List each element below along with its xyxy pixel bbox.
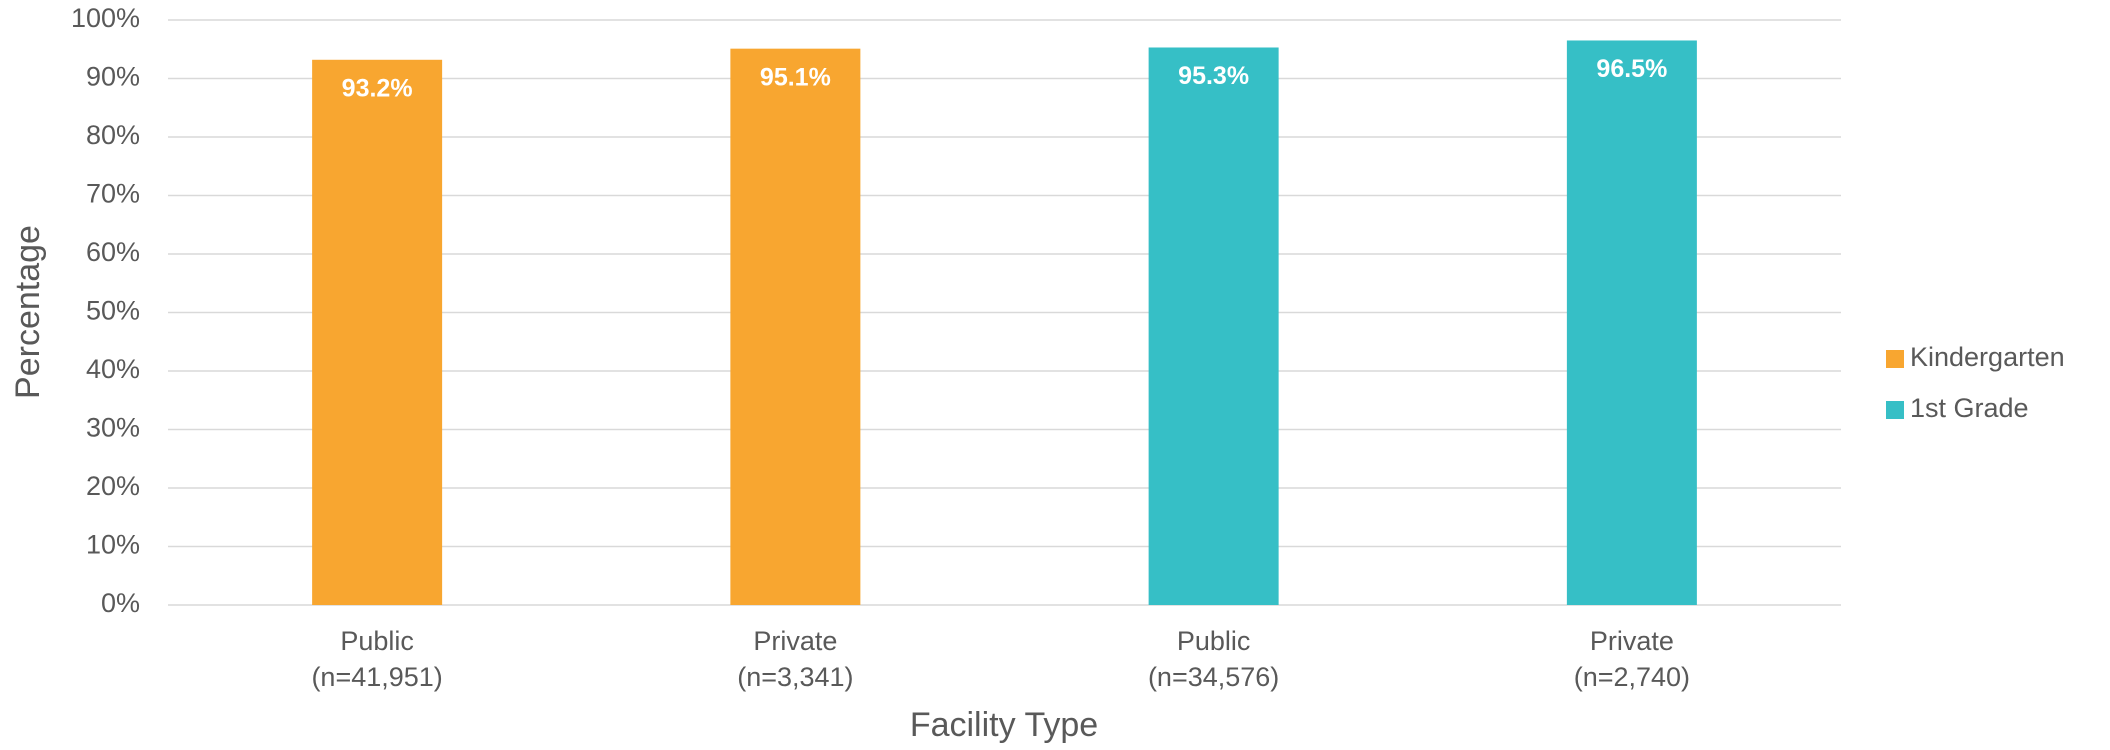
y-tick-label: 40% [86,354,140,384]
data-label: 96.5% [1596,55,1667,83]
y-tick-label: 100% [71,3,140,33]
x-tick-label: (n=2,740) [1574,662,1690,692]
y-tick-label: 30% [86,413,140,443]
x-tick-label: Private [753,626,837,656]
y-tick-label: 0% [101,588,140,618]
y-tick-label: 80% [86,120,140,150]
y-tick-label: 70% [86,179,140,209]
data-label: 93.2% [342,74,413,102]
x-tick-label: Public [1177,626,1251,656]
legend-swatch [1886,350,1904,368]
y-tick-label: 90% [86,62,140,92]
data-label: 95.3% [1178,62,1249,90]
legend-swatch [1886,401,1904,419]
legend-label: Kindergarten [1910,342,2065,372]
y-axis-title: Percentage [9,225,47,399]
x-axis-title: Facility Type [910,706,1098,744]
y-tick-label: 50% [86,296,140,326]
y-tick-label: 20% [86,471,140,501]
data-label: 95.1% [760,63,831,91]
legend-label: 1st Grade [1910,393,2029,423]
bar [312,59,443,605]
x-tick-label: (n=34,576) [1148,662,1279,692]
x-tick-label: (n=41,951) [311,662,442,692]
y-tick-label: 60% [86,237,140,267]
x-tick-label: Private [1590,626,1674,656]
x-tick-label: Public [340,626,414,656]
y-tick-label: 10% [86,530,140,560]
x-tick-label: (n=3,341) [737,662,853,692]
bar [1566,40,1697,606]
bar [730,48,861,606]
bar [1148,47,1279,606]
